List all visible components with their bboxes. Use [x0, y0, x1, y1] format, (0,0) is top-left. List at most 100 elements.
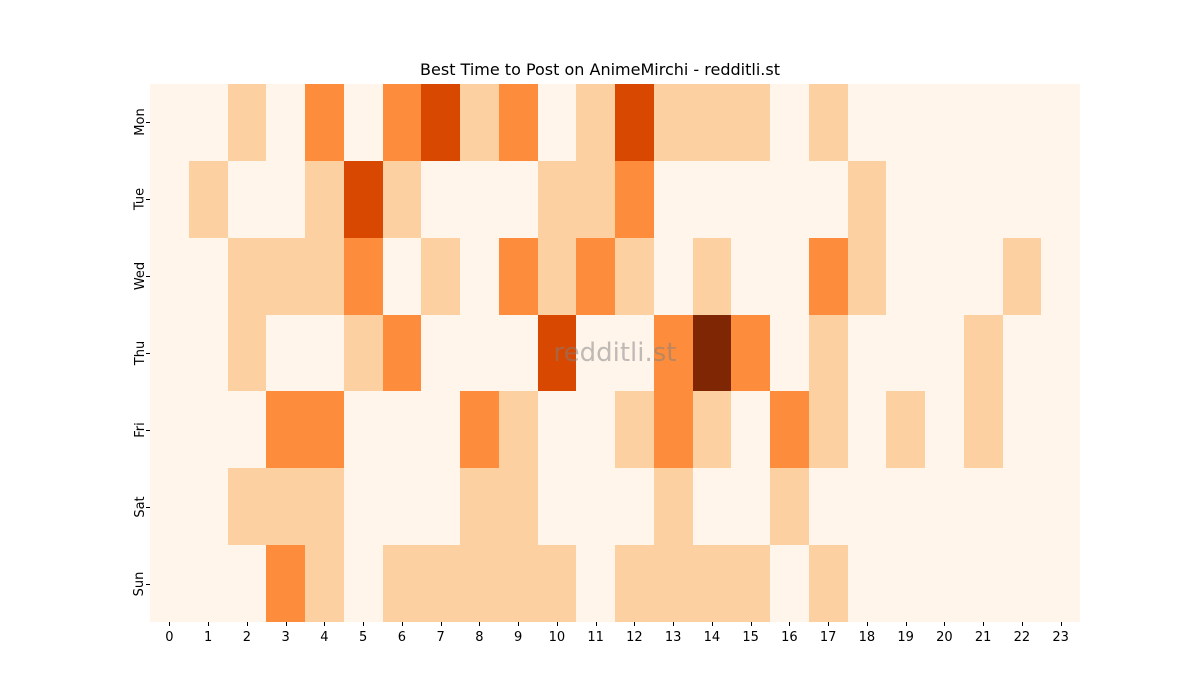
- heatmap-cell: [731, 84, 770, 161]
- tick-mark: [169, 622, 171, 626]
- y-tick-label: Tue: [132, 188, 148, 211]
- heatmap-cell: [1041, 314, 1080, 392]
- heatmap-cell: [421, 391, 460, 469]
- heatmap-cell: [421, 84, 460, 161]
- heatmap-cell: [227, 391, 267, 469]
- heatmap-cell: [1002, 391, 1042, 469]
- heatmap-cell: [1002, 314, 1042, 392]
- tick-mark: [556, 622, 558, 626]
- heatmap-cell: [847, 314, 887, 392]
- heatmap-grid: [150, 84, 1080, 622]
- heatmap-cell: [266, 314, 305, 392]
- heatmap-cell: [731, 545, 770, 622]
- heatmap-cell: [847, 84, 887, 161]
- heatmap-cell: [615, 545, 654, 622]
- heatmap-cell: [770, 84, 809, 161]
- heatmap-cell: [963, 237, 1003, 315]
- heatmap-cell: [460, 237, 499, 315]
- heatmap-cell: [188, 391, 228, 469]
- heatmap-cell: [770, 468, 809, 546]
- tick-mark: [1021, 622, 1023, 626]
- tick-mark: [208, 622, 210, 626]
- tick-mark: [944, 622, 946, 626]
- heatmap-cell: [731, 314, 770, 392]
- heatmap-cell: [1041, 237, 1080, 315]
- heatmap-cell: [343, 314, 383, 392]
- heatmap-cell: [1041, 391, 1080, 469]
- heatmap-cell: [808, 545, 848, 622]
- heatmap-cell: [498, 237, 538, 315]
- tick-mark: [285, 622, 287, 626]
- heatmap-cell: [460, 391, 499, 469]
- heatmap-cell: [188, 237, 228, 315]
- heatmap-cell: [382, 314, 422, 392]
- x-tick-label: 12: [626, 630, 643, 645]
- heatmap-cell: [576, 391, 615, 469]
- heatmap-cell: [653, 84, 693, 161]
- heatmap-cell: [615, 468, 654, 546]
- heatmap-cell: [150, 314, 189, 392]
- heatmap-cell: [227, 237, 267, 315]
- heatmap-cell: [188, 545, 228, 622]
- heatmap-cell: [266, 391, 305, 469]
- heatmap-cell: [925, 237, 964, 315]
- heatmap-cell: [615, 84, 654, 161]
- heatmap-cell: [305, 468, 344, 546]
- tick-mark: [983, 622, 985, 626]
- heatmap-cell: [266, 468, 305, 546]
- heatmap-cell: [808, 468, 848, 546]
- x-tick-label: 20: [936, 630, 953, 645]
- heatmap-cell: [1002, 84, 1042, 161]
- heatmap-cell: [808, 314, 848, 392]
- x-tick-label: 11: [587, 630, 604, 645]
- heatmap-cell: [886, 391, 925, 469]
- heatmap-cell: [498, 391, 538, 469]
- heatmap-cell: [886, 237, 925, 315]
- heatmap-cell: [576, 468, 615, 546]
- heatmap-cell: [537, 84, 577, 161]
- heatmap-cell: [421, 237, 460, 315]
- heatmap-cell: [227, 84, 267, 161]
- heatmap-cell: [925, 314, 964, 392]
- heatmap-cell: [537, 237, 577, 315]
- x-tick-label: 23: [1052, 630, 1069, 645]
- heatmap-cell: [963, 391, 1003, 469]
- heatmap-cell: [847, 237, 887, 315]
- tick-mark: [401, 622, 403, 626]
- heatmap-cell: [460, 84, 499, 161]
- heatmap-cell: [150, 237, 189, 315]
- heatmap-cell: [498, 314, 538, 392]
- heatmap-cell: [421, 160, 460, 238]
- heatmap-cell: [847, 468, 887, 546]
- heatmap-cell: [963, 84, 1003, 161]
- heatmap-cell: [653, 391, 693, 469]
- x-tick-label: 14: [703, 630, 721, 645]
- heatmap-cell: [537, 391, 577, 469]
- heatmap-cell: [1041, 160, 1080, 238]
- heatmap-cell: [925, 84, 964, 161]
- x-tick-label: 19: [897, 630, 914, 645]
- heatmap-cell: [653, 160, 693, 238]
- y-tick-label: Wed: [132, 261, 148, 291]
- heatmap-cell: [963, 468, 1003, 546]
- heatmap-cell: [770, 391, 809, 469]
- heatmap-cell: [576, 545, 615, 622]
- tick-mark: [146, 583, 150, 585]
- heatmap-cell: [653, 468, 693, 546]
- heatmap-cell: [266, 237, 305, 315]
- tick-mark: [146, 276, 150, 278]
- heatmap-cell: [188, 314, 228, 392]
- heatmap-cell: [731, 237, 770, 315]
- heatmap-cell: [847, 160, 887, 238]
- chart-title: Best Time to Post on AnimeMirchi - reddi…: [420, 60, 780, 79]
- heatmap-cell: [731, 468, 770, 546]
- heatmap-cell: [576, 314, 615, 392]
- tick-mark: [866, 622, 868, 626]
- heatmap-cell: [886, 314, 925, 392]
- heatmap-cell: [460, 468, 499, 546]
- heatmap-cell: [227, 160, 267, 238]
- heatmap-cell: [188, 160, 228, 238]
- heatmap-cell: [343, 160, 383, 238]
- heatmap-cell: [382, 545, 422, 622]
- heatmap-cell: [886, 84, 925, 161]
